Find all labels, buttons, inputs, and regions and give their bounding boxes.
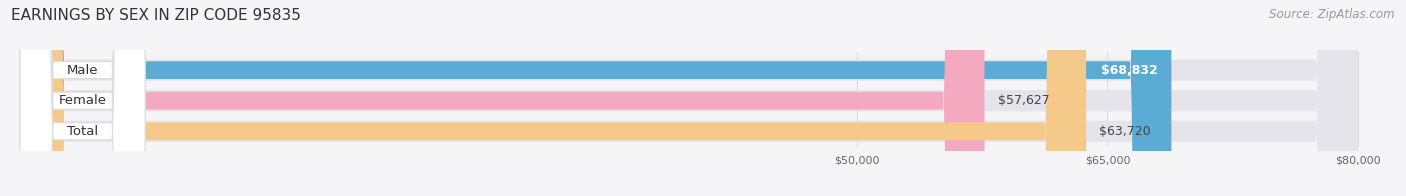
FancyBboxPatch shape: [24, 0, 1358, 196]
FancyBboxPatch shape: [20, 0, 145, 196]
FancyBboxPatch shape: [20, 0, 145, 196]
Text: Source: ZipAtlas.com: Source: ZipAtlas.com: [1270, 8, 1395, 21]
Text: $63,720: $63,720: [1099, 125, 1152, 138]
Text: $68,832: $68,832: [1101, 64, 1159, 77]
FancyBboxPatch shape: [24, 0, 1358, 196]
Text: EARNINGS BY SEX IN ZIP CODE 95835: EARNINGS BY SEX IN ZIP CODE 95835: [11, 8, 301, 23]
FancyBboxPatch shape: [24, 0, 1085, 196]
FancyBboxPatch shape: [20, 0, 145, 196]
FancyBboxPatch shape: [24, 0, 984, 196]
Text: $57,627: $57,627: [998, 94, 1050, 107]
Text: Female: Female: [59, 94, 107, 107]
FancyBboxPatch shape: [24, 0, 1171, 196]
Text: Male: Male: [67, 64, 98, 77]
FancyBboxPatch shape: [24, 0, 1358, 196]
Text: Total: Total: [67, 125, 98, 138]
